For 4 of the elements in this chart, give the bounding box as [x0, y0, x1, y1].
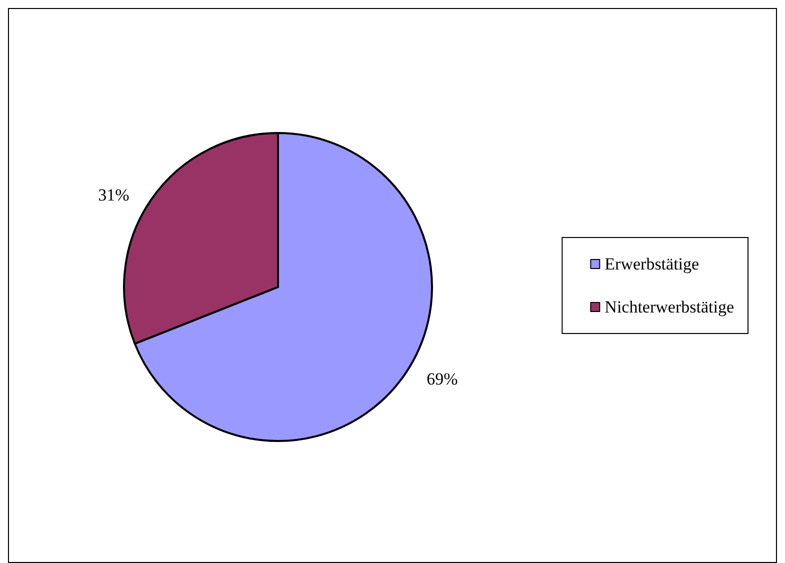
data-label: 31%	[98, 185, 130, 204]
data-label: 69%	[426, 370, 458, 389]
legend-label: Erwerbstätige	[604, 254, 700, 274]
legend-label: Nichterwerbstätige	[604, 298, 734, 316]
